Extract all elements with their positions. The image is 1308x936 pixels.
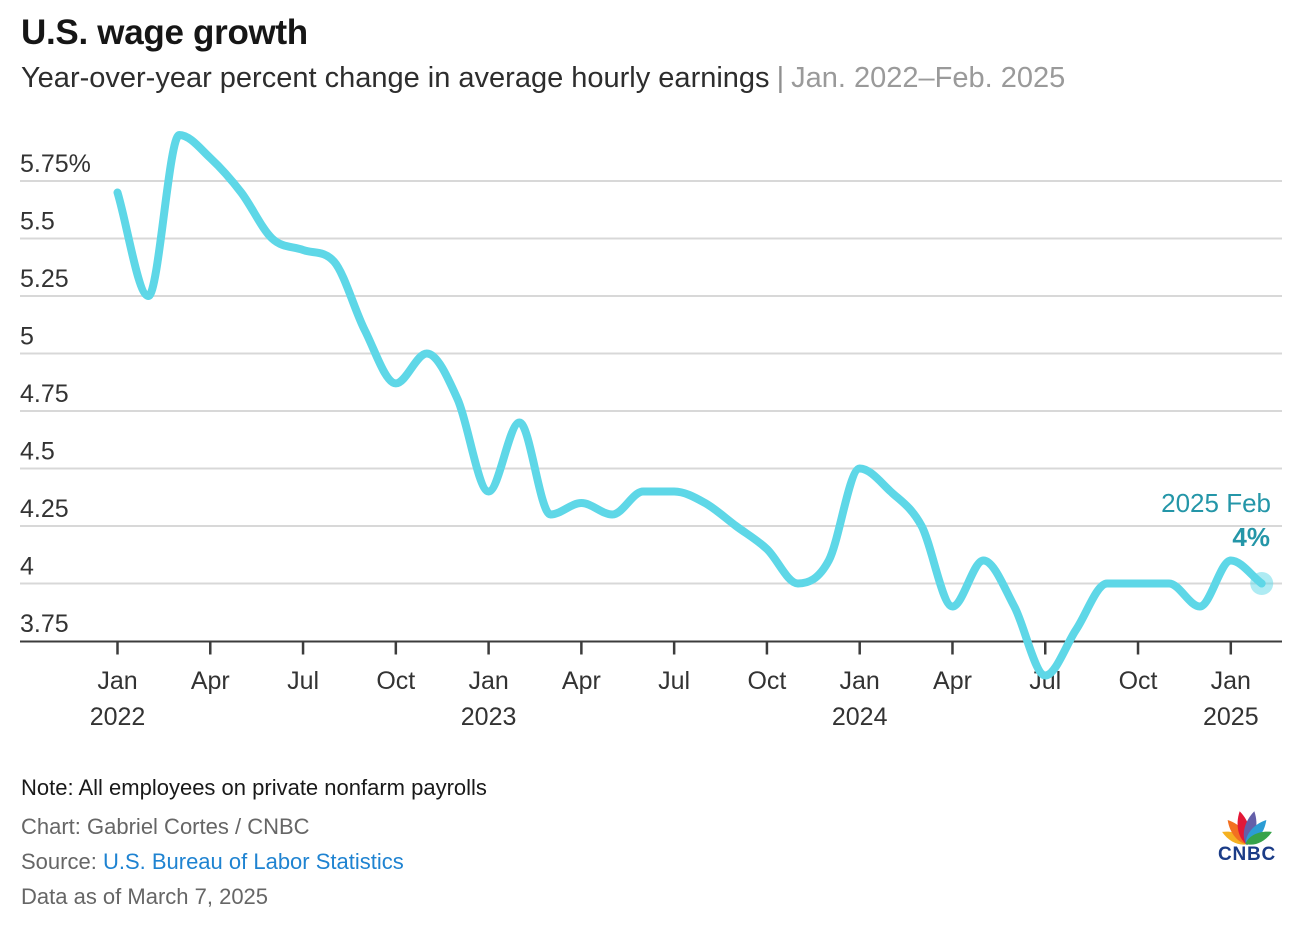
y-axis-tick-label: 5.25 xyxy=(20,265,69,293)
chart-credit: Chart: Gabriel Cortes / CNBC xyxy=(21,814,310,839)
y-axis-tick-label: 4 xyxy=(20,553,34,581)
x-axis-month-label: Oct xyxy=(1119,667,1158,695)
chart-footer: Note: All employees on private nonfarm p… xyxy=(21,775,487,910)
annotation-date-label: 2025 Feb xyxy=(1161,488,1271,518)
y-axis-tick-label: 4.25 xyxy=(20,495,69,523)
x-axis-month-label: Jul xyxy=(287,667,319,695)
cnbc-logo: CNBC xyxy=(1218,811,1276,864)
y-axis-tick-label: 5.5 xyxy=(20,208,55,236)
subtitle-description: Year-over-year percent change in average… xyxy=(21,62,770,94)
y-axis-tick-label: 4.75 xyxy=(20,380,69,408)
x-axis-month-label: Oct xyxy=(376,667,415,695)
y-axis-tick-label: 5 xyxy=(20,323,34,351)
x-axis-year-label: 2024 xyxy=(832,703,888,731)
x-axis-month-label: Apr xyxy=(933,667,972,695)
data-as-of: Data as of March 7, 2025 xyxy=(21,884,269,909)
source-link[interactable]: U.S. Bureau of Labor Statistics xyxy=(102,849,404,874)
peacock-feather xyxy=(1245,831,1272,845)
x-axis-month-label: Apr xyxy=(191,667,230,695)
x-axis-year-label: 2025 xyxy=(1203,703,1259,731)
x-axis-month-label: Oct xyxy=(747,667,786,695)
subtitle-date-range: Jan. 2022–Feb. 2025 xyxy=(791,62,1066,94)
x-axis-month-label: Jul xyxy=(1029,667,1061,695)
x-axis-month-label: Jan xyxy=(97,667,137,695)
y-axis-tick-label: 5.75% xyxy=(20,150,91,178)
x-axis-month-label: Jan xyxy=(1211,667,1251,695)
x-axis-month-label: Jul xyxy=(658,667,690,695)
chart-note: Note: All employees on private nonfarm p… xyxy=(21,775,487,800)
chart-subtitle: Year-over-year percent change in average… xyxy=(21,62,1065,95)
latest-point-marker xyxy=(1250,572,1274,595)
y-axis-tick-label: 3.75 xyxy=(20,610,69,638)
wage-growth-line xyxy=(113,131,1266,680)
x-axis-month-label: Jan xyxy=(840,667,880,695)
cnbc-wordmark: CNBC xyxy=(1218,844,1276,864)
page-title: U.S. wage growth xyxy=(21,13,308,52)
x-axis-year-label: 2023 xyxy=(461,703,517,731)
source-label: Source: xyxy=(21,849,103,874)
subtitle-separator: | xyxy=(776,62,785,94)
y-axis-tick-label: 4.5 xyxy=(20,438,55,466)
annotation-value-label: 4% xyxy=(1232,522,1270,552)
x-axis-month-label: Jan xyxy=(468,667,508,695)
peacock-icon xyxy=(1222,811,1272,846)
chart-source: Source: U.S. Bureau of Labor Statistics xyxy=(21,849,487,875)
x-axis-year-label: 2022 xyxy=(90,703,146,731)
x-axis-month-label: Apr xyxy=(562,667,601,695)
